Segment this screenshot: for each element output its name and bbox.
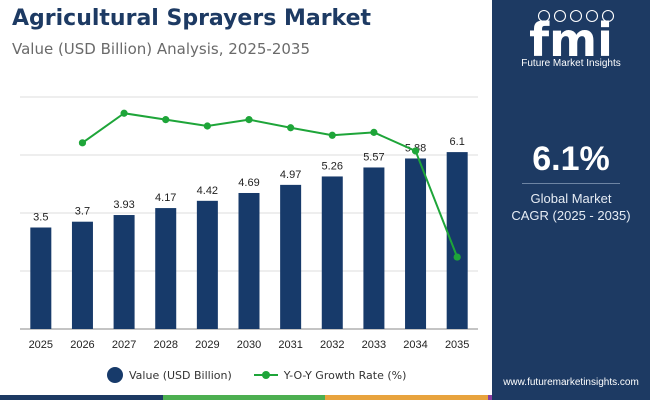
x-tick-label: 2033 <box>362 339 386 351</box>
cagr-label-line1: Global Market <box>530 191 612 206</box>
legend-line-label: Y-O-Y Growth Rate (%) <box>283 368 407 382</box>
x-tick-label: 2026 <box>70 339 94 351</box>
growth-rate-point <box>411 147 420 155</box>
legend-bar-swatch <box>107 367 123 383</box>
cagr-label: Global Market CAGR (2025 - 2035) <box>492 190 650 224</box>
x-tick-label: 2030 <box>237 339 261 351</box>
bar <box>446 152 468 329</box>
logo-text: fmi <box>529 13 613 67</box>
chart-legend: Value (USD Billion) Y-O-Y Growth Rate (%… <box>107 367 406 383</box>
growth-rate-point <box>453 253 461 261</box>
x-tick-label: 2025 <box>29 339 53 351</box>
bar <box>71 221 93 329</box>
growth-rate-point <box>245 116 253 124</box>
bar <box>405 158 427 329</box>
bar-value-label: 4.69 <box>238 177 259 189</box>
chart-title: Agricultural Sprayers Market <box>12 6 372 31</box>
bar-value-label: 6.1 <box>450 136 465 148</box>
chart-area: 3.5 2025 3.7 2026 3.93 2027 4.17 2028 4.42 2029 4.… <box>20 96 478 351</box>
website-url: www.futuremarketinsights.com <box>503 377 639 388</box>
bar <box>280 184 302 329</box>
growth-rate-point <box>78 139 87 147</box>
x-tick-label: 2035 <box>445 339 469 351</box>
bar <box>363 167 385 329</box>
chart-subtitle: Value (USD Billion) Analysis, 2025-2035 <box>12 40 310 58</box>
x-tick-label: 2027 <box>112 339 136 351</box>
logo-subtitle: Future Market Insights <box>521 58 621 69</box>
growth-rate-point <box>120 109 128 117</box>
growth-rate-line <box>81 112 459 258</box>
stripe-segment-3 <box>325 395 488 400</box>
x-tick-label: 2034 <box>403 339 427 351</box>
cagr-divider <box>522 183 620 184</box>
bar <box>30 227 52 329</box>
growth-rate-point <box>370 128 378 136</box>
bar-value-label: 5.26 <box>322 160 343 172</box>
cagr-value: 6.1% <box>532 140 610 178</box>
x-tick-label: 2031 <box>278 339 302 351</box>
bar <box>196 200 218 329</box>
bar <box>113 215 135 329</box>
bar-value-label: 5.57 <box>363 151 384 163</box>
bar-value-label: 3.5 <box>33 212 48 224</box>
bar-value-label: 4.42 <box>197 185 218 197</box>
bar-value-label: 4.17 <box>155 192 176 204</box>
legend-line-swatch <box>253 370 278 380</box>
stripe-segment-2 <box>162 395 325 400</box>
cagr-label-line2: CAGR (2025 - 2035) <box>511 208 631 223</box>
bar <box>155 208 177 329</box>
fmi-logo: fmi <box>529 9 615 67</box>
bar-value-label: 3.93 <box>113 199 134 211</box>
sidebar-panel: fmi Future Market Insights 6.1% Global M… <box>492 0 650 400</box>
x-tick-label: 2032 <box>320 339 344 351</box>
x-tick-label: 2029 <box>195 339 219 351</box>
growth-rate-point <box>328 131 336 139</box>
stripe-segment-1 <box>0 395 163 400</box>
growth-rate-point <box>203 122 211 130</box>
bar-value-label: 3.7 <box>75 206 90 218</box>
bar-value-label: 4.97 <box>280 169 301 181</box>
bar <box>238 192 260 329</box>
x-tick-label: 2028 <box>153 339 177 351</box>
growth-rate-point <box>162 116 170 124</box>
bar <box>321 176 343 329</box>
legend-bar-label: Value (USD Billion) <box>129 368 232 382</box>
growth-rate-point <box>287 124 295 132</box>
